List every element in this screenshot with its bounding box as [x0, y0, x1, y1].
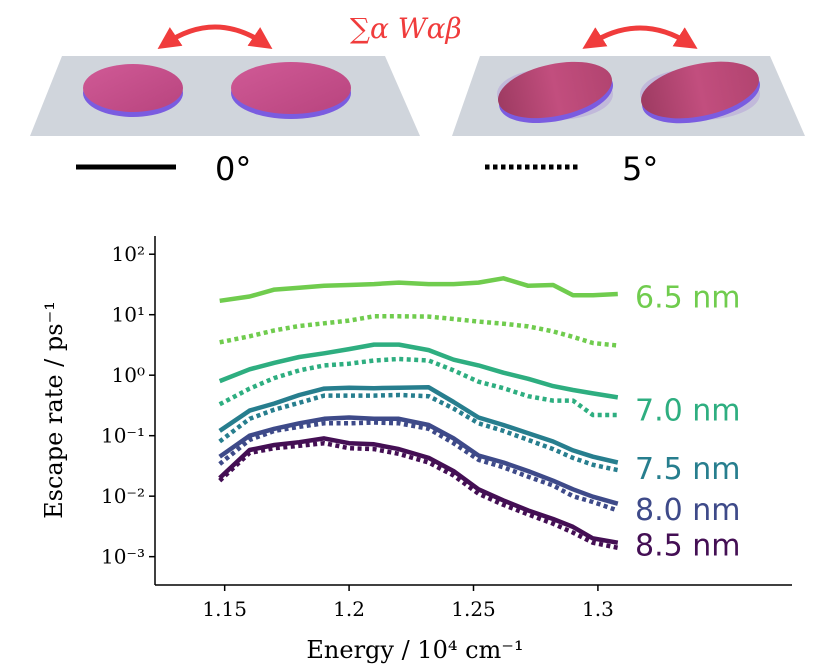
x-tick-label: 1.3: [582, 597, 614, 621]
series-line-8-0nm-dotted-5deg: [218, 420, 619, 513]
style-legend: 0° 5°: [76, 150, 658, 188]
legend-solid-label: 0°: [215, 150, 251, 188]
y-tick-label: 10²: [112, 242, 145, 266]
coupling-arrow-right: [582, 25, 698, 49]
y-tick-label: 10⁰: [112, 363, 145, 387]
nanodisc-left-2: [231, 62, 351, 119]
y-axis-ticks: 10⁻³ 10⁻² 10⁻¹ 10⁰ 10¹ 10²: [101, 242, 155, 569]
series-size-label: 7.5 nm: [635, 452, 740, 487]
y-tick-label: 10⁻²: [101, 484, 145, 508]
x-axis-label: Energy / 10⁴ cm⁻¹: [306, 636, 523, 664]
y-tick-label: 10⁻³: [101, 545, 145, 569]
legend-dotted-label: 5°: [622, 150, 658, 188]
coupling-arrow-left: [157, 24, 273, 50]
series-line-7-0nm-dotted-5deg: [218, 356, 618, 418]
x-tick-label: 1.25: [451, 597, 496, 621]
series-line-7-5nm-dotted-5deg: [218, 392, 619, 473]
series-line-7-5nm-solid-0deg: [218, 385, 619, 465]
series-lines: [218, 276, 619, 551]
series-size-label: 7.0 nm: [635, 394, 740, 429]
schematic-flat-pair: [30, 24, 420, 136]
series-size-label: 8.5 nm: [635, 528, 740, 563]
x-tick-label: 1.2: [333, 597, 365, 621]
x-tick-label: 1.15: [202, 597, 247, 621]
series-size-label: 8.0 nm: [635, 493, 740, 528]
y-axis-label: Escape rate / ps⁻¹: [40, 301, 68, 519]
coupling-label: ∑α Wαβ: [350, 12, 462, 45]
plot-area: 10⁻³ 10⁻² 10⁻¹ 10⁰ 10¹ 10² 1.15 1.2 1.25 1.3 6.5…: [101, 236, 792, 621]
nanodisc-right-2: [640, 61, 760, 124]
series-line-8-5nm-dotted-5deg: [218, 440, 619, 551]
series-line-8-5nm-solid-0deg: [218, 436, 619, 545]
series-line-6-5nm-dotted-5deg: [219, 314, 619, 348]
series-line-7-0nm-solid-0deg: [218, 342, 619, 400]
y-tick-label: 10¹: [112, 303, 145, 327]
nanodisc-left-1: [83, 64, 183, 117]
nanodisc-right-1: [497, 61, 614, 124]
series-labels: 6.5 nm 7.0 nm 7.5 nm 8.0 nm8.5 nm: [635, 280, 740, 563]
series-size-label: 6.5 nm: [635, 280, 740, 315]
x-axis-ticks: 1.15 1.2 1.25 1.3: [202, 585, 614, 621]
schematic-tilted-pair: [452, 25, 805, 136]
y-tick-label: 10⁻¹: [101, 424, 145, 448]
series-line-6-5nm-solid-0deg: [219, 276, 618, 304]
series-line-8-0nm-solid-0deg: [218, 415, 619, 506]
